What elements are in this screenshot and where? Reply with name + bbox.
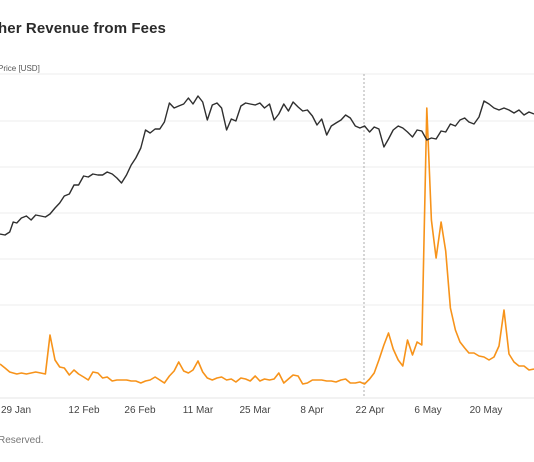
price-line (0, 95, 534, 236)
x-tick-label: 29 Jan (1, 405, 31, 416)
x-tick-label: 11 Mar (183, 405, 214, 416)
x-tick-label: 6 May (414, 405, 441, 416)
x-tick-label: 8 Apr (300, 405, 324, 416)
chart-title: her Revenue from Fees (0, 20, 166, 37)
grid-lines (0, 73, 534, 399)
y-axis-label: Price [USD] (0, 64, 40, 73)
fee-revenue-line (0, 107, 534, 385)
x-tick-label: 26 Feb (124, 405, 156, 416)
x-tick-label: 12 Feb (68, 405, 100, 416)
x-tick-label: 20 May (470, 405, 503, 416)
x-tick-label: 22 Apr (356, 405, 386, 416)
price-fee-chart: 29 Jan 12 Feb 26 Feb 11 Mar 25 Mar 8 Apr 22 Ap… (0, 73, 534, 416)
x-tick-label: 25 Mar (239, 405, 271, 416)
copyright-footer: Reserved. (0, 435, 44, 446)
x-axis-ticks: 29 Jan 12 Feb 26 Feb 11 Mar 25 Mar 8 Apr 22 Ap… (1, 405, 502, 416)
